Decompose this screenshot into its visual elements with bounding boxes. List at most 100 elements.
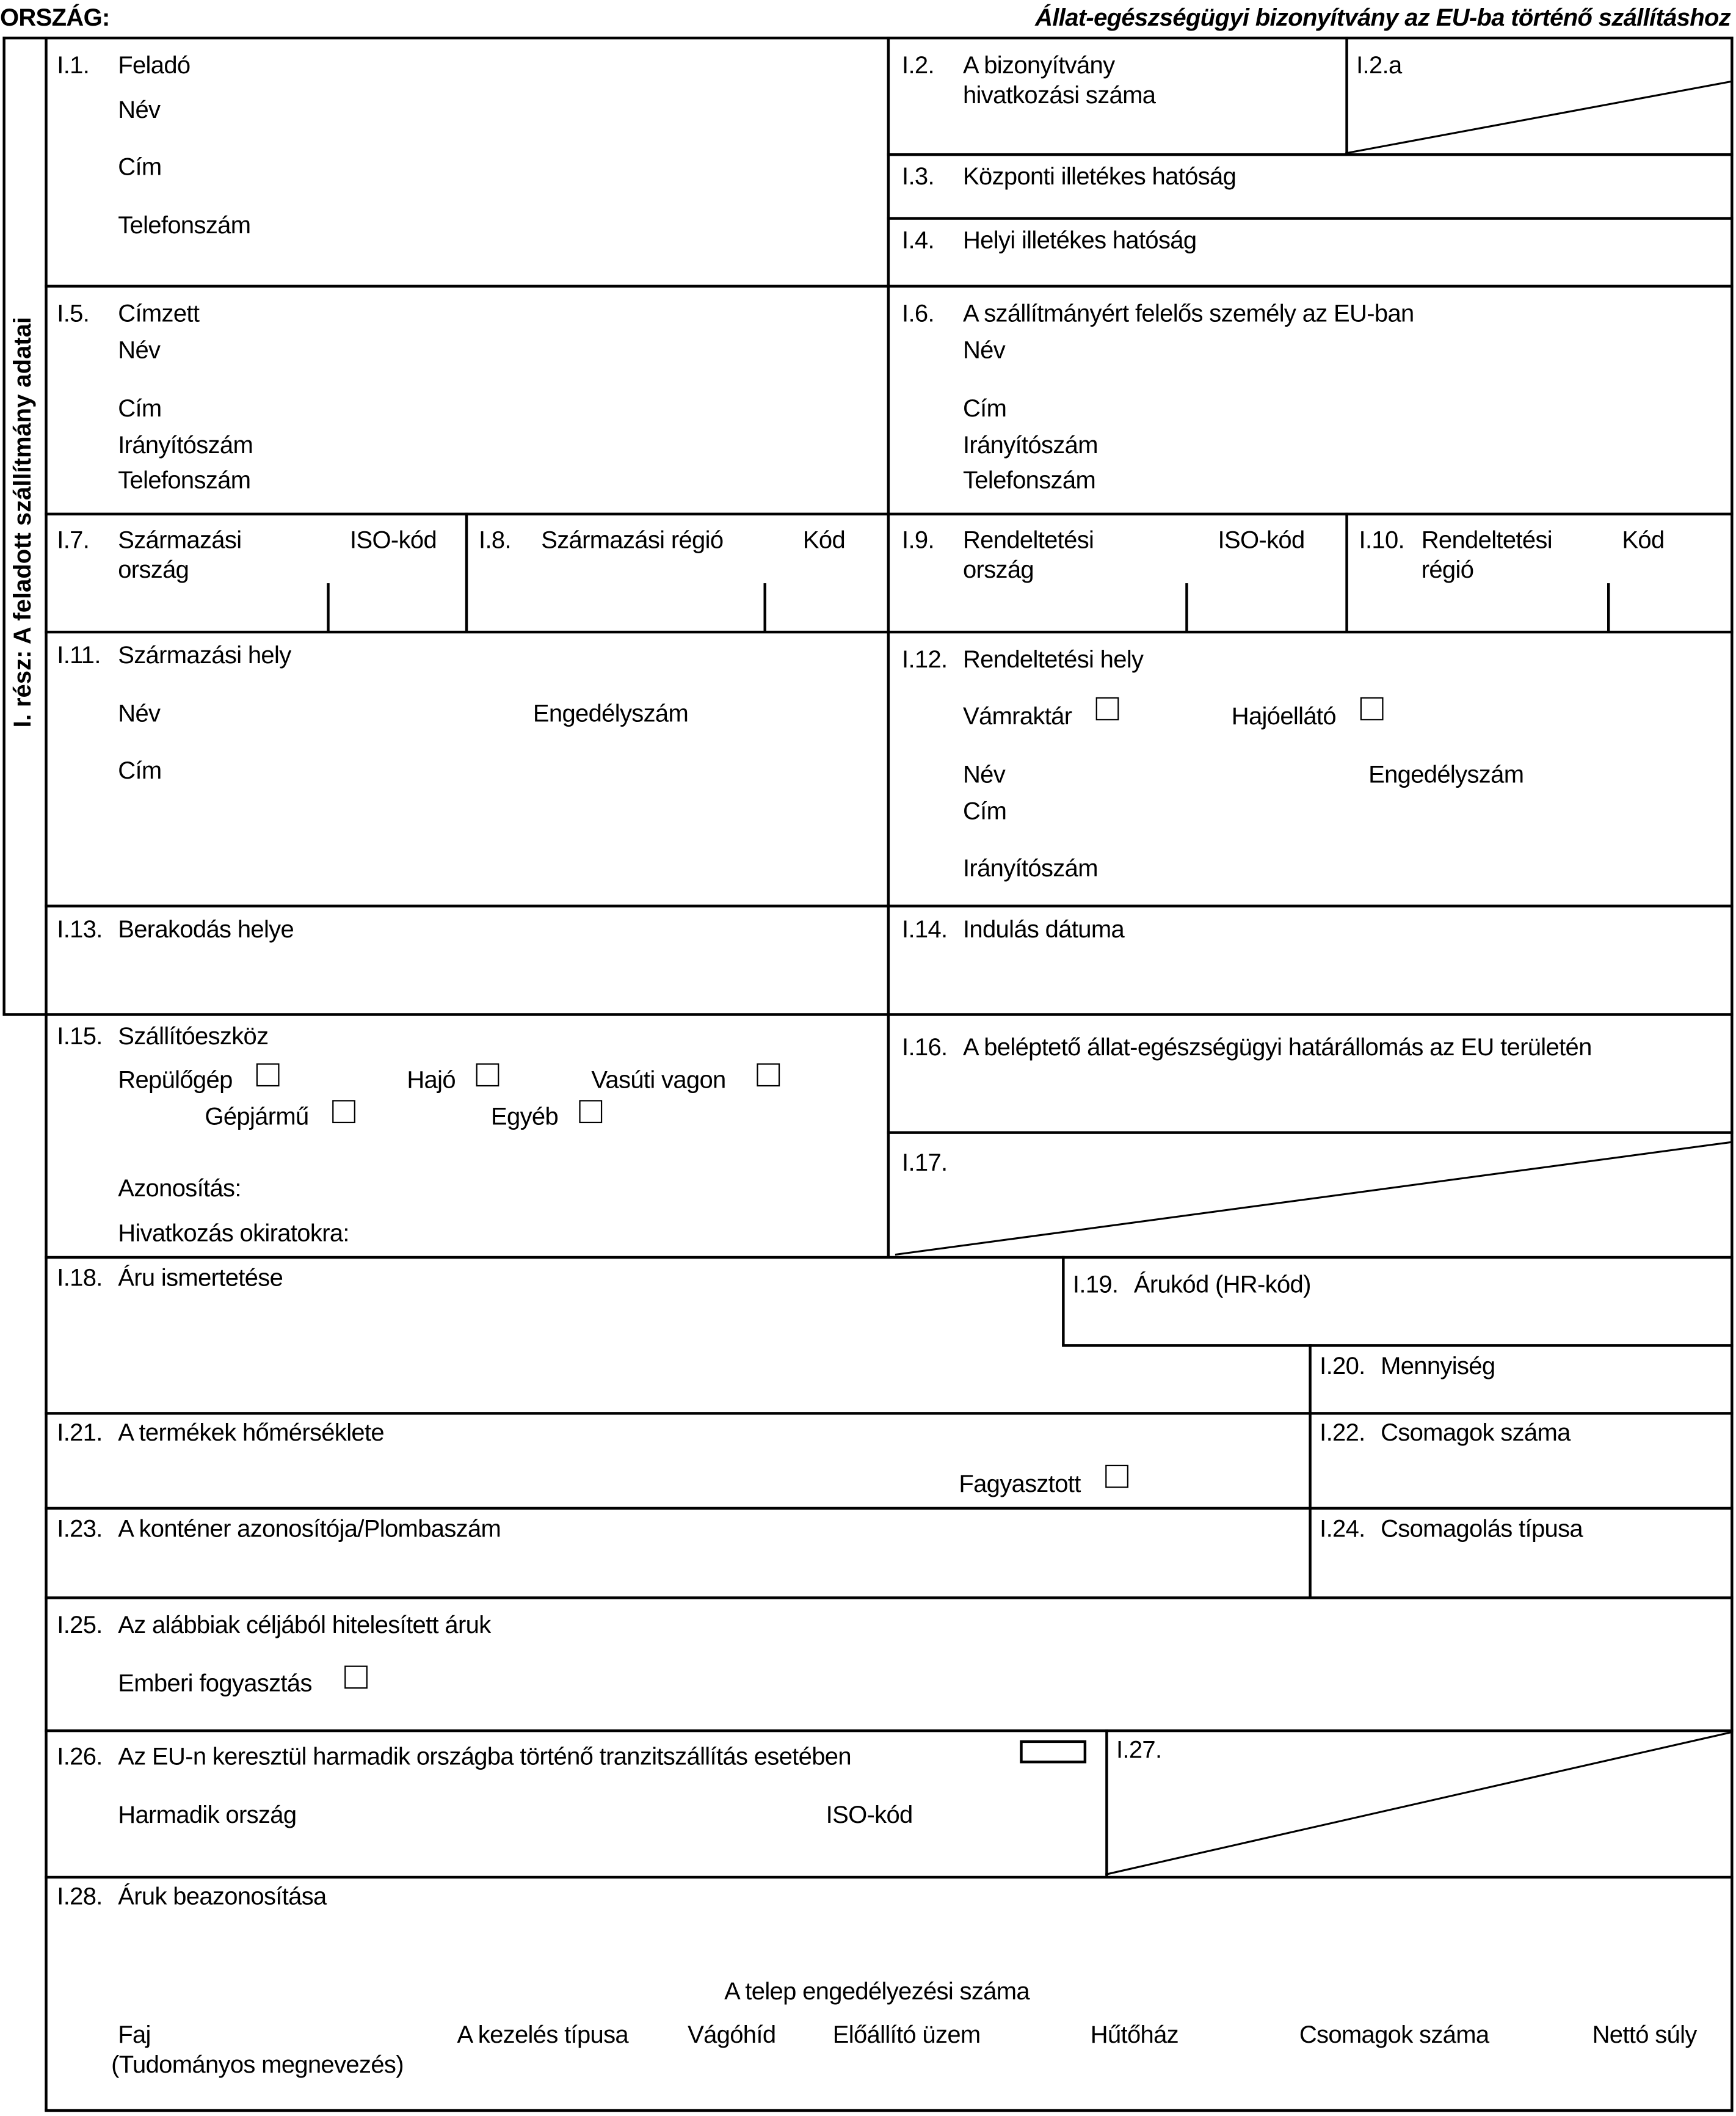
field-number: I.2.a	[1356, 51, 1402, 79]
field-label[interactable]: Cím	[118, 153, 162, 181]
field-number: I.10.	[1359, 526, 1405, 554]
field-label[interactable]: Cím	[118, 757, 162, 784]
field-title[interactable]: Mennyiség	[1381, 1352, 1495, 1380]
field-title[interactable]: Indulás dátuma	[962, 915, 1125, 943]
field-title[interactable]: Csomagolás típusa	[1381, 1514, 1583, 1543]
column-header: Vágóhíd	[688, 2021, 776, 2048]
field-title[interactable]: A beléptető állat-egészségügyi határállo…	[962, 1033, 1592, 1061]
column-header: A kezelés típusa	[457, 2021, 629, 2048]
field-label[interactable]: Irányítószám	[962, 854, 1099, 882]
field-title: Helyi illetékes hatóság	[962, 226, 1197, 254]
field-number: I.2.	[902, 51, 935, 79]
field-label[interactable]: Cím	[962, 394, 1007, 422]
field-title: Rendeltetési	[1421, 526, 1553, 554]
checkbox-label: Hajóellátó	[1231, 702, 1337, 730]
field-label[interactable]: Irányítószám	[962, 431, 1099, 459]
aircraft-checkbox[interactable]	[256, 1063, 280, 1087]
field-number: I.27.	[1116, 1736, 1162, 1764]
cross-out-line	[895, 1141, 1732, 1256]
customs-warehouse-checkbox[interactable]	[1095, 697, 1119, 721]
field-number: I.19.	[1072, 1271, 1119, 1298]
field-label[interactable]: Telefonszám	[118, 467, 251, 494]
checkbox-label: Fagyasztott	[959, 1470, 1081, 1498]
field-title: Származási	[118, 526, 242, 554]
country-label: ORSZÁG:	[0, 4, 110, 32]
field-label[interactable]: Engedélyszám	[532, 700, 689, 727]
field-number: I.25.	[57, 1611, 103, 1639]
field-title: ország	[118, 556, 189, 584]
field-label[interactable]: Telefonszám	[962, 467, 1096, 494]
field-title: Rendeltetési hely	[962, 645, 1144, 673]
field-title: A bizonyítvány	[962, 51, 1115, 79]
field-label[interactable]: Azonosítás:	[118, 1174, 241, 1202]
field-title: A termékek hőmérséklete	[118, 1419, 385, 1446]
field-label[interactable]: Hivatkozás okiratokra:	[118, 1219, 349, 1247]
field-label[interactable]: Kód	[802, 526, 846, 554]
cross-out-line	[1105, 1731, 1732, 1876]
field-number: I.6.	[902, 299, 935, 327]
field-label[interactable]: ISO-kód	[1218, 526, 1306, 554]
column-header: Hűtőház	[1090, 2021, 1179, 2048]
field-number: I.9.	[902, 526, 935, 554]
field-label[interactable]: Név	[118, 96, 161, 124]
checkbox-label: Emberi fogyasztás	[118, 1670, 312, 1697]
field-number: I.16.	[902, 1033, 948, 1061]
form-title: Állat-egészségügyi bizonyítvány az EU-ba…	[1035, 4, 1731, 32]
field-number: I.26.	[57, 1743, 103, 1770]
field-title[interactable]: A konténer azonosítója/Plombaszám	[118, 1514, 501, 1543]
field-label[interactable]: Név	[118, 336, 161, 364]
ship-checkbox[interactable]	[476, 1063, 499, 1087]
ship-supplier-checkbox[interactable]	[1360, 697, 1384, 721]
transit-checkbox[interactable]	[1020, 1740, 1087, 1764]
field-title: A szállítmányért felelős személy az EU-b…	[962, 299, 1414, 327]
field-number: I.8.	[479, 526, 512, 554]
checkbox-label: Hajó	[407, 1066, 456, 1094]
field-title: Áruk beazonosítása	[118, 1882, 327, 1910]
field-title[interactable]: Árukód (HR-kód)	[1133, 1271, 1312, 1298]
field-title[interactable]: Áru ismertetése	[118, 1264, 283, 1292]
field-label[interactable]: Név	[962, 761, 1006, 788]
field-title[interactable]: Csomagok száma	[1381, 1419, 1571, 1446]
field-title: Származási régió	[541, 526, 724, 554]
rail-wagon-checkbox[interactable]	[757, 1063, 780, 1087]
field-label[interactable]: Kód	[1622, 526, 1665, 554]
field-title: ország	[962, 556, 1034, 584]
field-number: I.1.	[57, 51, 90, 79]
field-number: I.18.	[57, 1264, 103, 1292]
field-number: I.17.	[902, 1149, 948, 1176]
field-label[interactable]: Harmadik ország	[118, 1801, 297, 1829]
field-number: I.15.	[57, 1022, 103, 1050]
field-title: hivatkozási száma	[962, 81, 1156, 109]
other-checkbox[interactable]	[579, 1100, 603, 1124]
checkbox-label: Egyéb	[491, 1102, 559, 1130]
field-number: I.7.	[57, 526, 90, 554]
column-group-header: A telep engedélyezési száma	[724, 1977, 1030, 2005]
field-label[interactable]: ISO-kód	[826, 1801, 913, 1829]
field-number: I.22.	[1320, 1419, 1365, 1446]
column-header: Faj	[118, 2021, 151, 2048]
checkbox-label: Vasúti vagon	[591, 1066, 726, 1094]
field-title[interactable]: Berakodás helye	[118, 915, 294, 943]
checkbox-label: Repülőgép	[118, 1066, 233, 1094]
field-number: I.3.	[902, 162, 935, 190]
checkbox-label: Gépjármű	[205, 1102, 309, 1130]
field-label[interactable]: Cím	[118, 394, 162, 422]
field-number: I.24.	[1320, 1514, 1365, 1543]
field-title: Az alábbiak céljából hitelesített áruk	[118, 1611, 491, 1639]
field-label[interactable]: Irányítószám	[118, 431, 253, 459]
field-number: I.5.	[57, 299, 90, 327]
field-label[interactable]: Név	[118, 700, 161, 727]
cross-out-line	[1345, 80, 1732, 155]
field-title: Származási hely	[118, 641, 291, 669]
frozen-checkbox[interactable]	[1105, 1464, 1128, 1488]
road-vehicle-checkbox[interactable]	[332, 1100, 355, 1124]
field-label[interactable]: Telefonszám	[118, 211, 251, 239]
field-label[interactable]: Cím	[962, 798, 1007, 825]
field-label[interactable]: Név	[962, 336, 1006, 364]
field-label[interactable]: Engedélyszám	[1368, 761, 1524, 788]
column-header: Csomagok száma	[1299, 2021, 1489, 2048]
field-title: Az EU-n keresztül harmadik országba tört…	[118, 1743, 851, 1770]
field-label[interactable]: ISO-kód	[350, 526, 437, 554]
human-consumption-checkbox[interactable]	[344, 1665, 368, 1689]
